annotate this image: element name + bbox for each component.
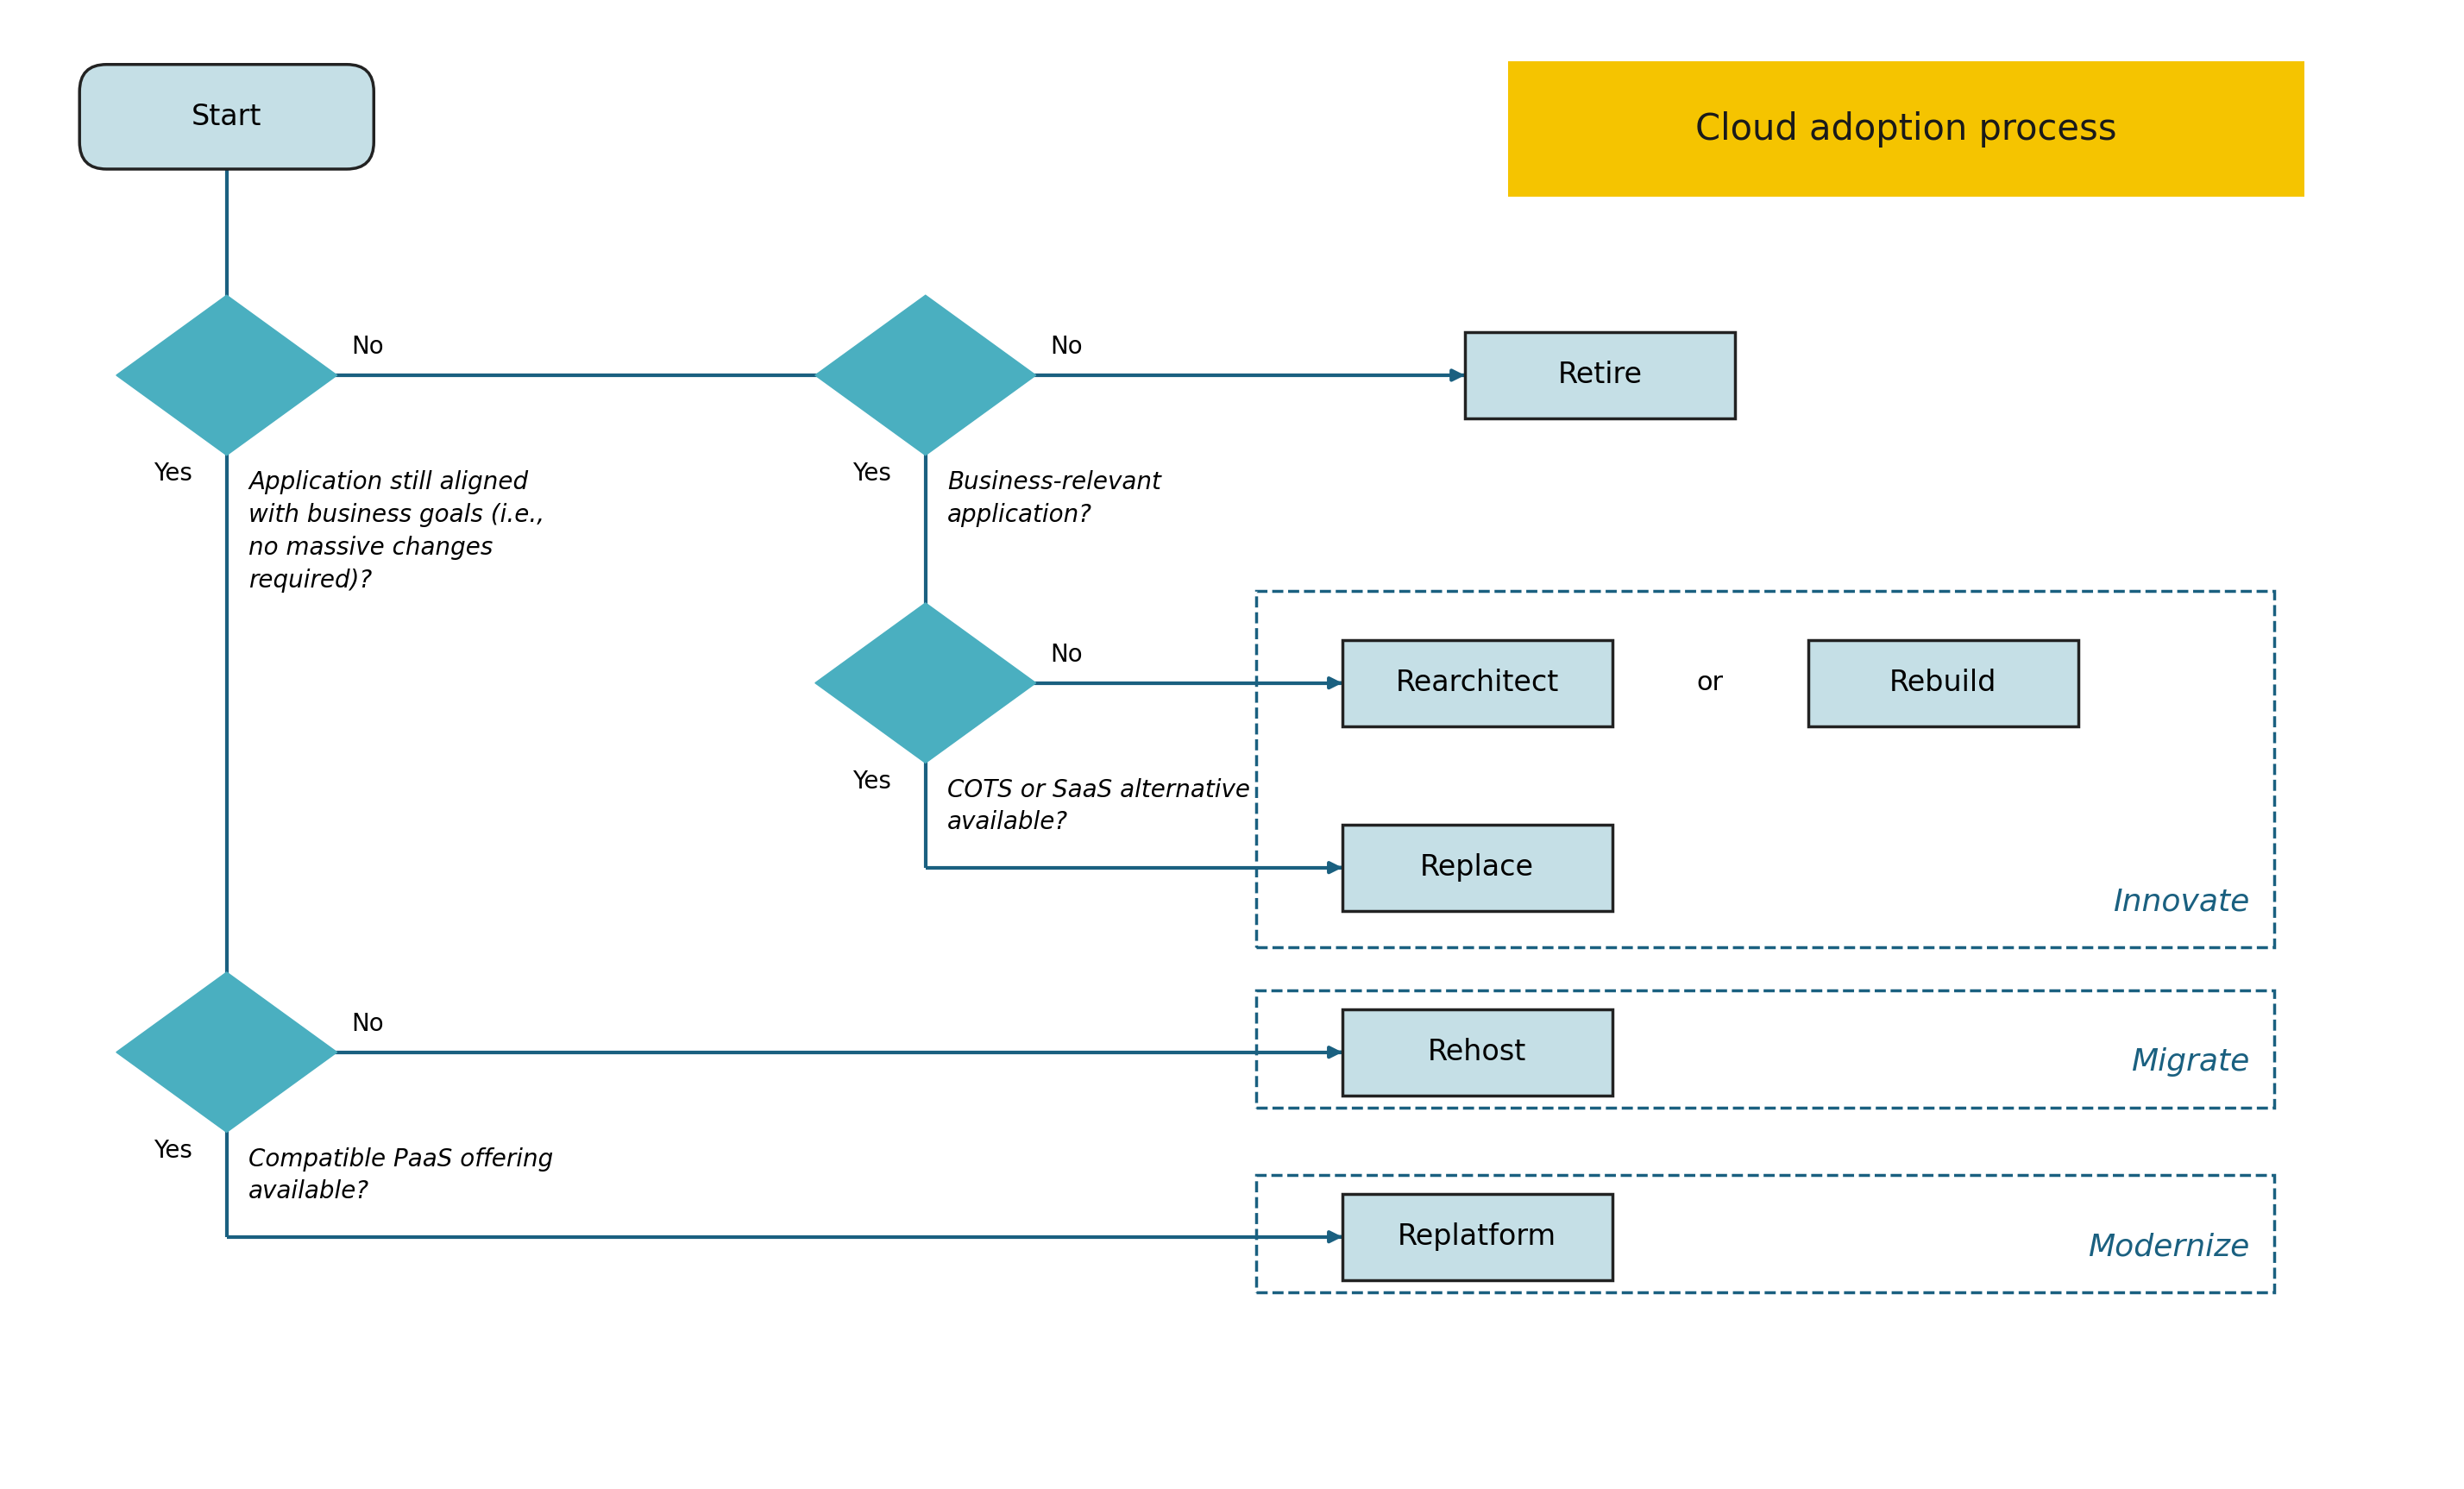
Text: Replatform: Replatform (1397, 1222, 1557, 1251)
Bar (1257, 591, 2274, 947)
FancyBboxPatch shape (1809, 640, 2077, 727)
Text: No: No (352, 1013, 384, 1036)
Text: Retire: Retire (1557, 360, 1641, 390)
FancyBboxPatch shape (79, 64, 375, 170)
Text: Compatible PaaS offering
available?: Compatible PaaS offering available? (249, 1147, 554, 1203)
Text: No: No (1050, 335, 1084, 359)
Text: Rearchitect: Rearchitect (1395, 669, 1560, 697)
Text: No: No (352, 335, 384, 359)
Bar (1257, 990, 2274, 1108)
Text: Business-relevant
application?: Business-relevant application? (949, 471, 1161, 527)
Text: Yes: Yes (853, 770, 892, 794)
Text: Yes: Yes (153, 1139, 192, 1163)
FancyBboxPatch shape (1466, 332, 1735, 418)
Text: Modernize: Modernize (2087, 1231, 2250, 1261)
FancyBboxPatch shape (1343, 1194, 1611, 1281)
Text: Rebuild: Rebuild (1890, 669, 1996, 697)
Text: Cloud adoption process: Cloud adoption process (1695, 112, 2117, 147)
Polygon shape (116, 972, 338, 1132)
FancyBboxPatch shape (1343, 825, 1611, 911)
Text: Yes: Yes (853, 462, 892, 485)
FancyBboxPatch shape (1343, 640, 1611, 727)
Text: Start: Start (192, 103, 261, 131)
Text: Application still aligned
with business goals (i.e.,
no massive changes
required: Application still aligned with business … (249, 471, 545, 593)
FancyBboxPatch shape (1508, 61, 2304, 197)
Text: Innovate: Innovate (2114, 887, 2250, 917)
Polygon shape (116, 295, 338, 456)
Text: COTS or SaaS alternative
available?: COTS or SaaS alternative available? (949, 777, 1249, 834)
Text: Yes: Yes (153, 462, 192, 485)
FancyBboxPatch shape (1343, 1010, 1611, 1096)
Text: Replace: Replace (1419, 853, 1535, 881)
Polygon shape (816, 603, 1035, 762)
Polygon shape (816, 295, 1035, 456)
Text: or: or (1698, 670, 1725, 695)
Text: Migrate: Migrate (2131, 1047, 2250, 1077)
Bar (1257, 1175, 2274, 1292)
Text: No: No (1050, 643, 1084, 667)
Text: Rehost: Rehost (1429, 1038, 1528, 1066)
